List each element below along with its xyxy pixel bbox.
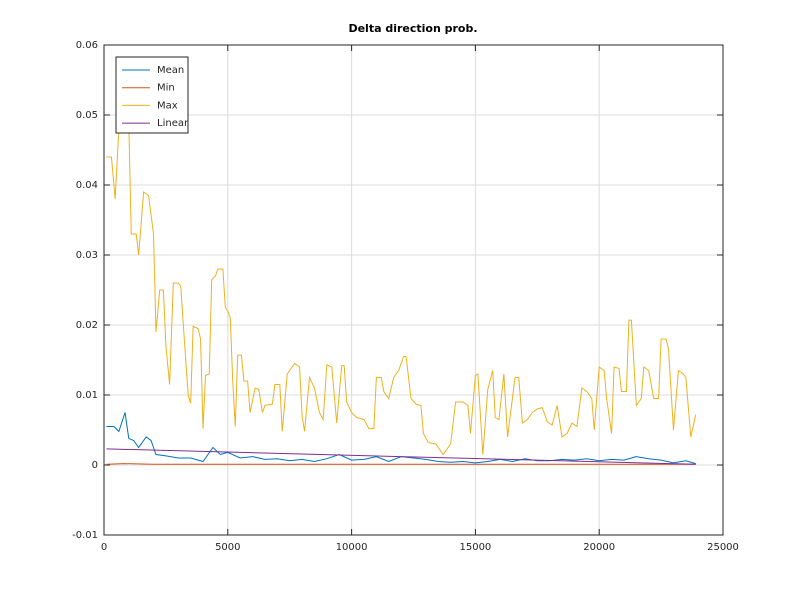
legend-label: Mean xyxy=(157,65,184,76)
legend-label: Min xyxy=(157,83,175,94)
y-tick-label: 0.01 xyxy=(76,390,98,401)
y-tick-label: -0.01 xyxy=(72,530,98,541)
x-tick-label: 0 xyxy=(101,542,107,553)
data-line xyxy=(106,448,696,465)
x-tick-label: 5000 xyxy=(215,542,240,553)
legend-label: Linear xyxy=(157,118,189,129)
y-tick-label: 0.04 xyxy=(76,180,98,191)
data-line xyxy=(106,412,696,465)
y-tick-label: 0.05 xyxy=(76,110,98,121)
y-tick-label: 0 xyxy=(92,460,98,471)
y-tick-label: 0.03 xyxy=(76,250,98,261)
y-tick-label: 0.06 xyxy=(76,40,98,51)
chart-title: Delta direction prob. xyxy=(348,22,477,35)
y-tick-label: 0.02 xyxy=(76,320,98,331)
x-tick-label: 15000 xyxy=(459,542,491,553)
x-tick-label: 10000 xyxy=(336,542,368,553)
data-line xyxy=(106,463,696,465)
legend-label: Max xyxy=(157,100,178,111)
plot-frame xyxy=(103,44,724,536)
data-line xyxy=(106,121,697,456)
x-tick-label: 25000 xyxy=(707,542,739,553)
x-tick-label: 20000 xyxy=(583,542,615,553)
